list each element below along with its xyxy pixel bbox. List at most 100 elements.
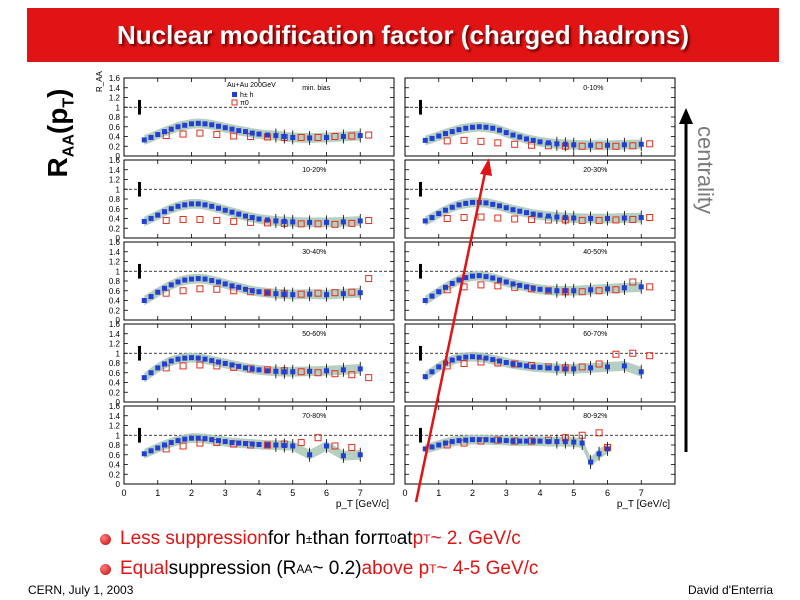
h-point xyxy=(290,219,296,225)
x-tick-label: 6 xyxy=(605,488,610,498)
h-point xyxy=(638,141,644,147)
y-tick-label: 0 xyxy=(116,398,121,407)
h-point xyxy=(537,139,543,145)
pi0-point xyxy=(314,434,322,442)
y-tick-label: 0.8 xyxy=(109,359,121,368)
y-tick-label: 1.6 xyxy=(109,74,121,83)
h-point xyxy=(182,202,188,208)
slide-title: Nuclear modification factor (charged had… xyxy=(116,19,690,50)
h-point xyxy=(537,212,543,218)
pi0-point xyxy=(196,361,204,369)
pi0-point xyxy=(213,131,221,139)
pi0-point xyxy=(595,287,603,295)
y-tick-label: 1.2 xyxy=(109,94,121,103)
y-tick-label: 1.2 xyxy=(109,258,121,267)
pi0-point xyxy=(196,285,204,293)
h-point xyxy=(476,437,482,443)
h-point xyxy=(307,291,313,297)
centrality-bin-label: 40-50% xyxy=(583,249,607,256)
centrality-bin-label: 50-60% xyxy=(302,331,326,338)
h-point xyxy=(605,446,610,452)
pi0-point xyxy=(646,283,654,291)
x-tick-label: 2 xyxy=(470,488,475,498)
panel-0-10-: 0-10% xyxy=(404,77,676,157)
x-tick-label: 6 xyxy=(324,488,329,498)
h-point xyxy=(510,207,516,213)
h-point xyxy=(605,142,610,148)
h-point xyxy=(357,452,363,458)
panel-min-bias: 00.20.40.60.811.21.41.6 min. bias Au+Au 20… xyxy=(95,70,395,161)
pi0-point xyxy=(578,288,586,296)
h-point xyxy=(524,438,529,444)
pi0-point xyxy=(331,370,339,378)
h-point xyxy=(182,277,188,283)
centrality-bin-label: 10-20% xyxy=(302,167,326,174)
b1-pisup: 0 xyxy=(390,532,397,546)
h-point xyxy=(545,365,551,371)
h-point xyxy=(324,292,329,298)
h-point xyxy=(290,292,296,298)
h-point xyxy=(281,442,287,448)
h-point xyxy=(216,123,221,129)
pi0-point xyxy=(314,220,322,228)
h-point xyxy=(162,209,167,215)
pi0-point xyxy=(365,275,373,283)
h-point xyxy=(588,142,594,148)
h-point xyxy=(422,137,428,143)
h-point xyxy=(229,209,235,215)
h-point xyxy=(571,288,577,294)
pi0-point xyxy=(646,214,654,222)
pi0-point xyxy=(511,140,519,148)
h-point xyxy=(290,134,296,140)
pi0-point xyxy=(314,133,322,141)
h-point xyxy=(209,358,215,364)
h-point xyxy=(229,126,235,132)
h-point xyxy=(436,442,442,448)
x-tick-label: 1 xyxy=(436,488,441,498)
h-point xyxy=(256,216,262,222)
h-point xyxy=(357,290,363,296)
pi0-point xyxy=(331,289,339,297)
normalization-error-bar xyxy=(419,345,422,361)
h-point xyxy=(436,289,442,295)
y-tick-label: 1 xyxy=(116,185,121,194)
h-point xyxy=(490,275,496,281)
x-tick-label: 0 xyxy=(121,488,126,498)
x-tick-label: 3 xyxy=(504,488,509,498)
y-tick-label: 1.6 xyxy=(109,156,121,165)
h-point xyxy=(530,211,536,217)
h-point xyxy=(571,215,577,221)
y-tick-label: 0.6 xyxy=(109,451,121,460)
h-point xyxy=(490,201,496,207)
pi0-point xyxy=(331,133,339,140)
h-point xyxy=(588,459,594,465)
pi0-point xyxy=(646,352,654,360)
h-point xyxy=(497,127,502,133)
h-point xyxy=(155,365,161,371)
pi0-point xyxy=(297,439,305,447)
h-point xyxy=(273,133,279,139)
h-point xyxy=(281,218,287,224)
h-point xyxy=(443,131,448,137)
h-point xyxy=(189,201,194,207)
h-point xyxy=(243,286,248,292)
h-point xyxy=(470,273,475,279)
h-point xyxy=(202,436,208,442)
pi0-point xyxy=(595,429,603,437)
b1-red2sub: T xyxy=(423,532,431,546)
y-tick-label: 1.4 xyxy=(109,412,121,421)
h-point xyxy=(202,356,208,362)
h-point xyxy=(209,203,215,209)
h-point xyxy=(429,135,435,141)
y-tick-label: 0.8 xyxy=(109,441,121,450)
b2-red2sub: T xyxy=(429,562,437,576)
panel-frame xyxy=(404,241,676,321)
h-point xyxy=(545,213,551,219)
pi0-point xyxy=(511,215,519,223)
h-point xyxy=(422,374,428,380)
h-point xyxy=(162,361,167,367)
y-tick-label: 0.4 xyxy=(109,297,121,306)
panel-frame xyxy=(404,159,676,239)
h-syst-band xyxy=(425,434,608,467)
